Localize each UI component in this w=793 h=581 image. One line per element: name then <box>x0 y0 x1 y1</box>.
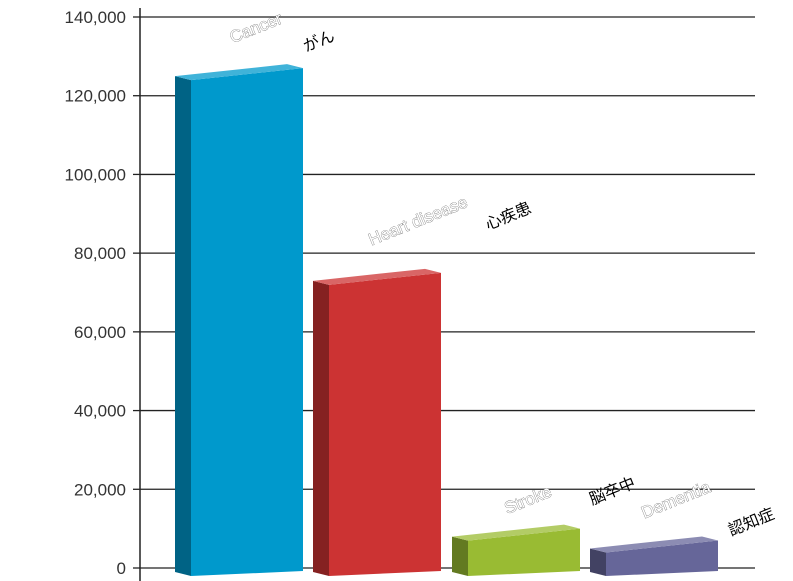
y-tick-label: 0 <box>117 559 126 578</box>
bar-top <box>313 268 441 285</box>
y-tick-label: 80,000 <box>74 244 126 263</box>
bar-side <box>175 76 191 577</box>
y-tick-label: 20,000 <box>74 480 126 499</box>
annotation-label: 認知症 <box>725 504 777 540</box>
bar-top <box>175 64 303 81</box>
bar-top <box>452 524 580 541</box>
y-tick-label: 140,000 <box>65 8 126 27</box>
bar-stroke <box>468 528 580 576</box>
annotation-label: がん <box>300 26 337 56</box>
bars <box>175 64 718 577</box>
bar-side <box>313 280 329 576</box>
bar-cancer <box>191 68 303 577</box>
y-tick-label: 120,000 <box>65 87 126 106</box>
category-label: Stroke <box>502 482 555 518</box>
annotation-label: 心疾患 <box>482 198 534 234</box>
y-tick-label: 100,000 <box>65 165 126 184</box>
category-label: Cancer <box>227 9 285 47</box>
bar-side <box>452 536 468 576</box>
y-tick-label: 60,000 <box>74 323 126 342</box>
y-tick-label: 40,000 <box>74 402 126 421</box>
bar-side <box>590 548 606 576</box>
bar-heart-disease <box>329 272 441 576</box>
y-axis: 0 20,000 40,000 60,000 80,000 100,000 120,000 1… <box>65 8 141 581</box>
bar-top <box>590 536 718 553</box>
category-label: Heart disease <box>366 192 470 249</box>
annotation-label: 脳卒中 <box>586 473 638 509</box>
bar-dementia <box>606 540 718 576</box>
bar-labels: Cancer がん Heart disease 心疾患 Stroke 脳卒中 Dementi… <box>227 8 777 540</box>
category-label: Dementia <box>639 477 714 522</box>
